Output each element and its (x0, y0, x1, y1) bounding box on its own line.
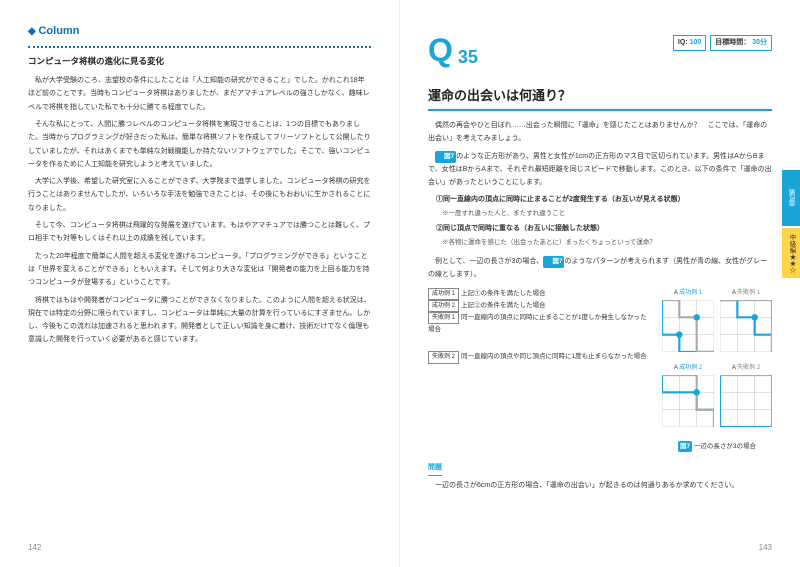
grid-row: A 成功例 2 B A 失敗例 2 (662, 363, 772, 432)
example-grids: A 成功例 1 B A 失敗例 1 (662, 288, 772, 452)
condition-1-note: ※一度すれ違った人と、またすれ違うこと (442, 208, 772, 220)
intro-paragraph: 図7のような正方形があり、男性と女性が1cmの正方形のマス目で区切られています。… (428, 150, 772, 190)
question-header: Q 35 IQ: 100 目標時間： 30分 (428, 22, 772, 80)
example-text-list: 成功例 1上記①の条件を満たした場合 成功例 2上記②の条件を満たした場合 失敗… (428, 288, 650, 452)
condition-2: ②同じ頂点で同時に重なる（お互いに接触した状態） (436, 223, 772, 236)
example-item: 成功例 2上記②の条件を満たした場合 (428, 300, 650, 312)
ex-intro-1: 例として、一辺の長さが3の場合、 (435, 258, 543, 265)
tags: IQ: 100 目標時間： 30分 (673, 35, 772, 52)
ex-desc: 上記①の条件を満たした場合 (461, 290, 546, 297)
cond-num: ① (436, 196, 443, 203)
grid-svg: B (720, 375, 772, 427)
grid-success-2: A 成功例 2 B (662, 363, 714, 432)
column-header: Column (28, 22, 371, 48)
grid-title: A 失敗例 1 (720, 288, 772, 299)
paragraph: 私が大学受験のころ、志望校の条件にしたことは「人工知能の研究ができること」でした… (28, 74, 371, 114)
figure-caption: 図7 一辺の長さが3の場合 (662, 441, 772, 453)
time-value: 30分 (752, 39, 767, 46)
grid-fail-2: A 失敗例 2 B (720, 363, 772, 432)
example-item: 失敗例 1同一直線内の頂点に同時に止まることが1度しか発生しなかった場合 (428, 312, 650, 335)
question-title: 運命の出会いは何通り？ (428, 84, 772, 107)
grid-title: A 成功例 2 (662, 363, 714, 374)
level-tab: 中級編★★☆ (782, 228, 800, 278)
book-spread: Column コンピュータ将棋の進化に見る変化 私が大学受験のころ、志望校の条件… (0, 0, 800, 567)
problem-text: 一辺の長さが6cmの正方形の場合、「運命の出会い」が起きるのは何通りあるか求めて… (428, 479, 772, 492)
intro-text: のような正方形があり、男性と女性が1cmの正方形のマス目で区切られています。男性… (428, 153, 772, 187)
ex-desc: 上記②の条件を満たした場合 (461, 302, 546, 309)
figure-ref: 図7 (435, 151, 456, 163)
figure-ref: 図7 (543, 256, 564, 268)
grid-title: A 失敗例 2 (720, 363, 772, 374)
q-number: 35 (458, 41, 478, 73)
column-body: 私が大学受験のころ、志望校の条件にしたことは「人工知能の研究ができること」でした… (28, 74, 371, 347)
page-number: 142 (28, 541, 41, 555)
iq-tag: IQ: 100 (673, 35, 706, 52)
grid-svg: B (662, 300, 714, 352)
problem-label: 問題 (428, 462, 442, 476)
right-page: Q 35 IQ: 100 目標時間： 30分 運命の出会いは何通り？ 偶然の再会… (400, 0, 800, 567)
cond-num: ② (436, 225, 443, 232)
ex-label: 成功例 2 (428, 300, 459, 312)
example-item: 成功例 1上記①の条件を満たした場合 (428, 288, 650, 300)
paragraph: そして今、コンピュータ将棋は飛躍的な発展を遂げています。もはやアマチュアでは勝つ… (28, 219, 371, 246)
ex-label: 失敗例 2 (428, 351, 459, 363)
caption-text: 一辺の長さが3の場合 (694, 443, 756, 450)
page-number: 143 (759, 541, 772, 555)
iq-label: IQ: (678, 39, 688, 46)
iq-value: 100 (690, 39, 702, 46)
left-page: Column コンピュータ将棋の進化に見る変化 私が大学受験のころ、志望校の条件… (0, 0, 400, 567)
grid-fail-1: A 失敗例 1 B (720, 288, 772, 357)
condition-2-note: ※各物に運命を感じた（出会ったあとに）まったくちょっといって運命？ (442, 237, 772, 249)
time-label: 目標時間： (715, 39, 750, 46)
example-item: 失敗例 2同一直線内の頂点や同じ頂点に同時に1度も止まらなかった場合 (428, 351, 650, 363)
example-intro: 例として、一辺の長さが3の場合、図7のようなパターンが考えられます（男性が青の線… (428, 255, 772, 282)
cond-text: 同じ頂点で同時に重なる（お互いに接触した状態） (443, 225, 604, 232)
grid-svg: B (720, 300, 772, 352)
chapter-tab: 第3章 (782, 170, 800, 226)
cond-text: 同一直線内の頂点に同時に止まることが2度発生する（お互いが見える状態） (443, 196, 685, 203)
condition-1: ①同一直線内の頂点に同時に止まることが2度発生する（お互いが見える状態） (436, 194, 772, 207)
ex-desc: 同一直線内の頂点や同じ頂点に同時に1度も止まらなかった場合 (461, 353, 647, 360)
examples-section: 成功例 1上記①の条件を満たした場合 成功例 2上記②の条件を満たした場合 失敗… (428, 288, 772, 452)
grid-title: A 成功例 1 (662, 288, 714, 299)
paragraph: 大学に入学後、希望した研究室に入ることができず、大学院まで進学しました。コンピュ… (28, 175, 371, 215)
paragraph: たった20年程度で簡単に人間を超える変化を遂げるコンピュータ。「プログラミングが… (28, 250, 371, 290)
paragraph: 将棋ではもはや開発者がコンピュータに勝つことができなくなりました。このように人間… (28, 294, 371, 347)
grid-row: A 成功例 1 B A 失敗例 1 (662, 288, 772, 357)
title-underline (428, 109, 772, 111)
column-title: コンピュータ将棋の進化に見る変化 (28, 54, 371, 69)
time-tag: 目標時間： 30分 (710, 35, 772, 52)
grid-success-1: A 成功例 1 B (662, 288, 714, 357)
problem-section: 問題 一辺の長さが6cmの正方形の場合、「運命の出会い」が起きるのは何通りあるか… (428, 462, 772, 492)
ex-desc: 同一直線内の頂点に同時に止まることが1度しか発生しなかった場合 (428, 314, 647, 333)
ex-label: 失敗例 1 (428, 312, 459, 324)
figure-ref: 図7 (678, 441, 692, 453)
paragraph: そんな私にとって、人間に勝つレベルのコンピュータ将棋を実現させることは、1つの目… (28, 118, 371, 171)
q-letter: Q (428, 22, 452, 80)
ex-label: 成功例 1 (428, 288, 459, 300)
grid-svg: B (662, 375, 714, 427)
intro-paragraph: 偶然の再会やひと目ぼれ……出会った瞬間に「運命」を感じたことはありませんか？ こ… (428, 119, 772, 146)
